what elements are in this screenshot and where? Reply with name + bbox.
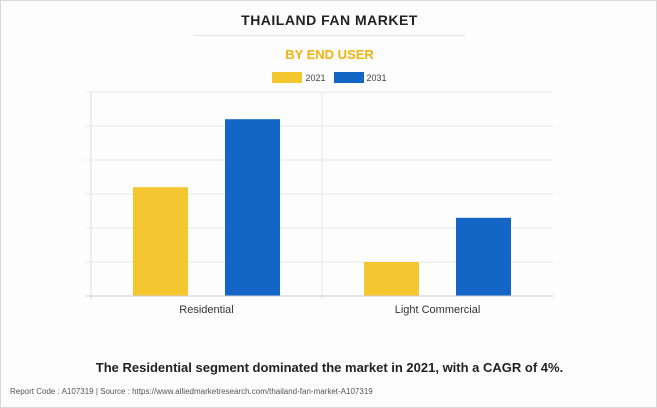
legend-label-2031: 2031 [366, 72, 387, 83]
x-tick-label: Light Commercial [395, 304, 481, 316]
bar-2031-residential [225, 119, 280, 296]
legend-item-2031[interactable]: 2031 [333, 72, 387, 83]
x-tick-label: Residential [179, 304, 233, 316]
chart-subtitle: BY END USER [285, 47, 374, 62]
chart-legend: 2021 2031 [1, 72, 657, 83]
chart-summary-note: The Residential segment dominated the ma… [95, 360, 564, 375]
bar-2021-light-commercial [364, 262, 419, 296]
legend-swatch-2031 [333, 72, 364, 83]
bar-chart: Residential Light Commercial [86, 91, 553, 316]
legend-item-2021[interactable]: 2021 [272, 72, 326, 83]
bar-2021-residential [133, 187, 188, 296]
bar-2031-light-commercial [456, 217, 511, 296]
chart-title: THAILAND FAN MARKET [241, 12, 418, 28]
title-divider [194, 35, 465, 36]
report-source: Report Code : A107319 | Source : https:/… [10, 387, 373, 396]
legend-swatch-2021 [272, 72, 303, 83]
legend-label-2021: 2021 [305, 72, 326, 83]
